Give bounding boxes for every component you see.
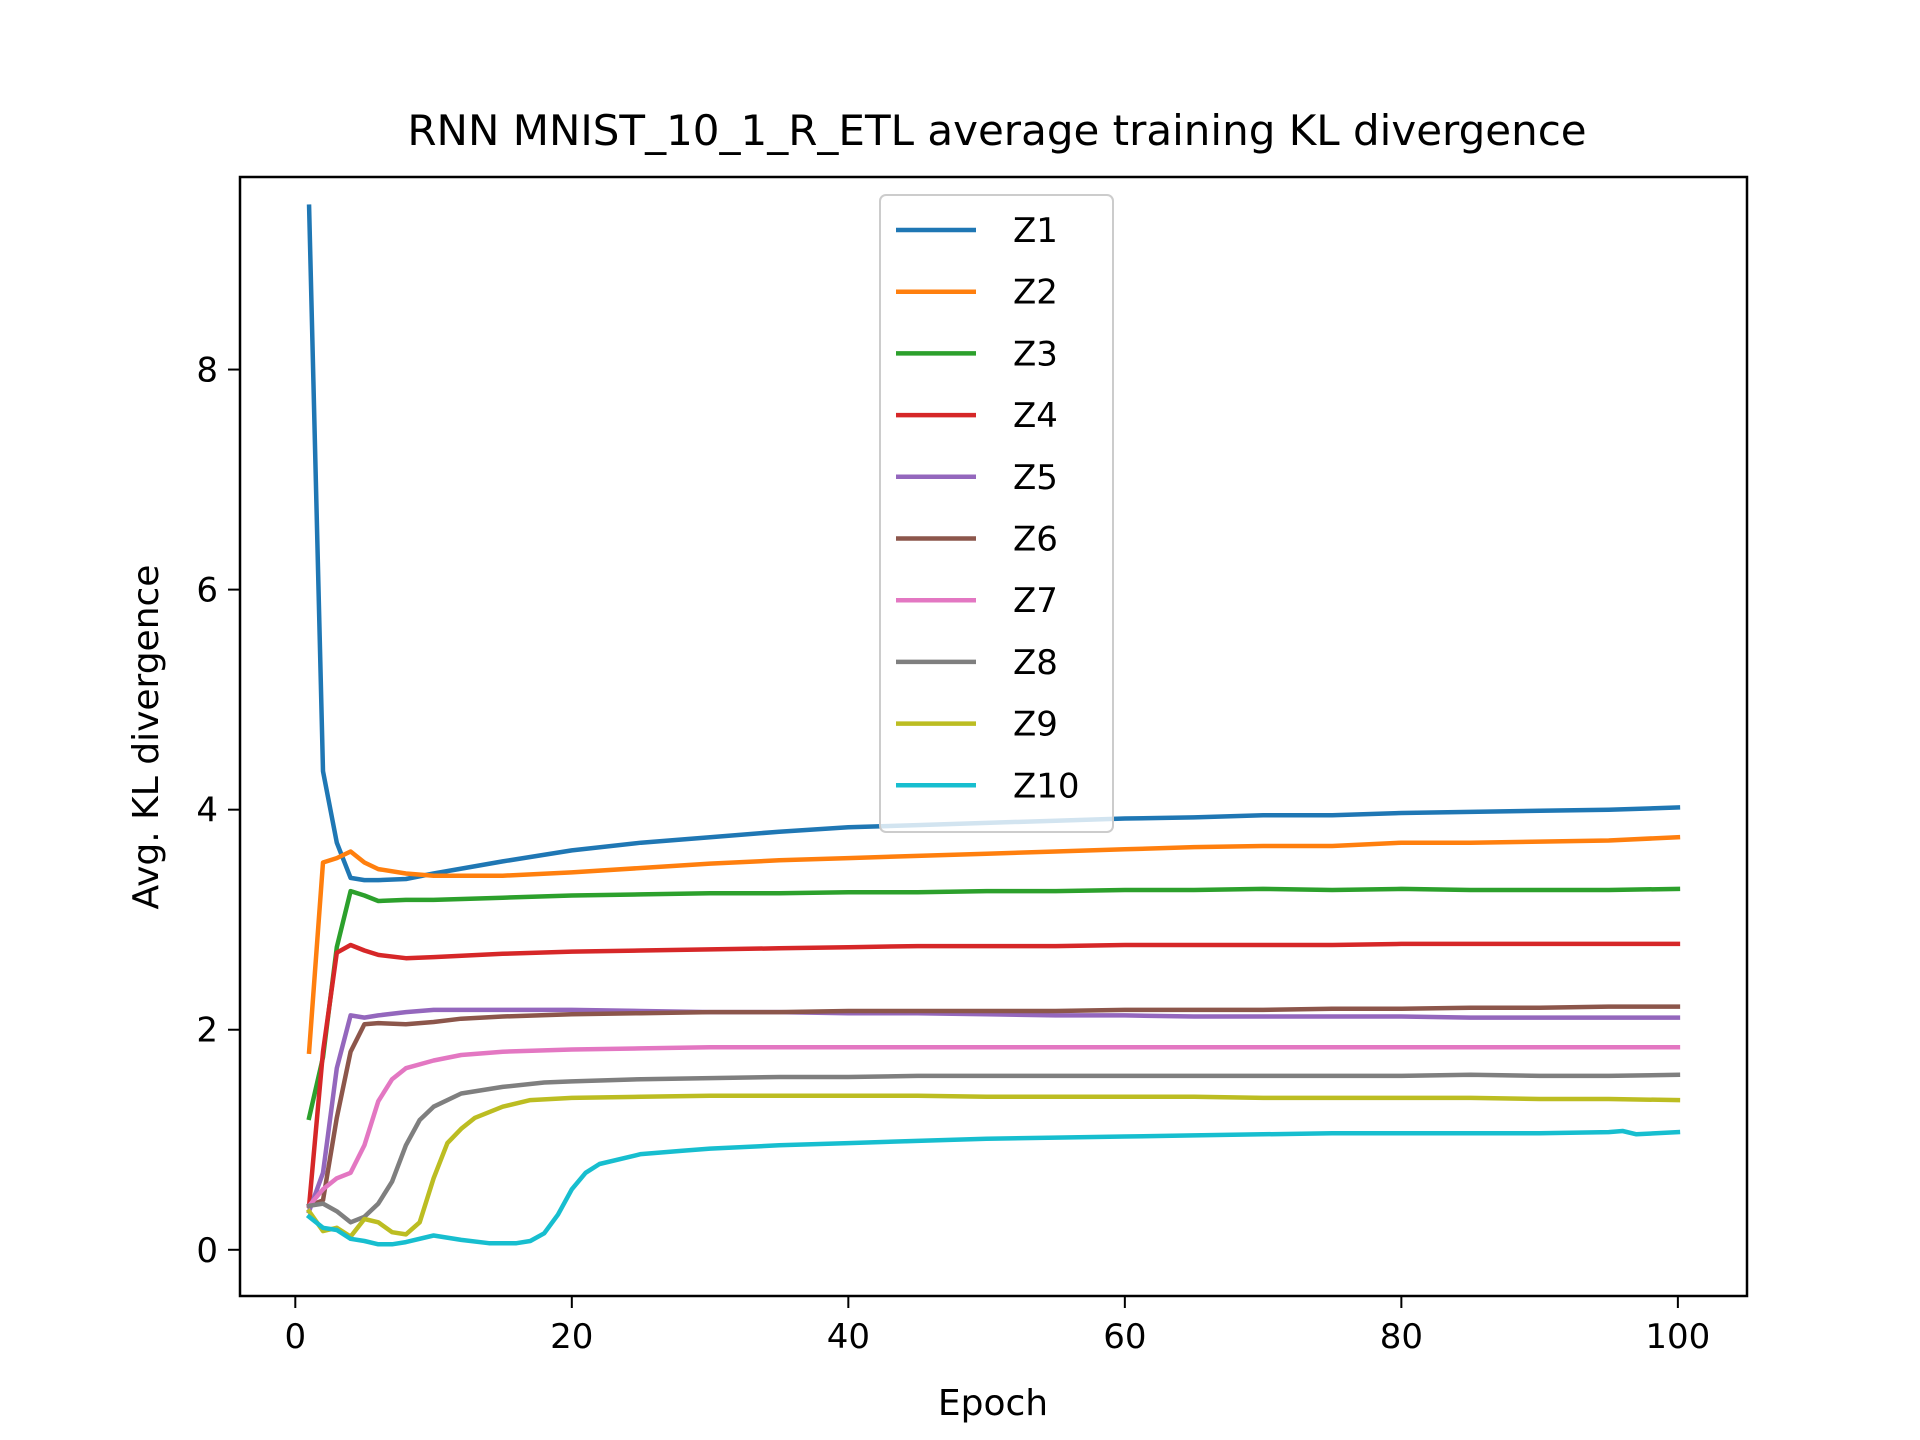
series-line-z10	[305, 1128, 1681, 1247]
y-tick-label: 4	[196, 791, 218, 831]
legend-label-z1: Z1	[1013, 211, 1058, 251]
legend-label-z5: Z5	[1013, 458, 1058, 498]
x-axis-label: Epoch	[938, 1383, 1048, 1424]
legend-label-z3: Z3	[1013, 334, 1058, 374]
series-layer	[305, 204, 1681, 1247]
y-axis: 0 2 4 6 8	[196, 351, 240, 1271]
series-line-z6	[306, 1004, 1681, 1209]
y-tick-label: 2	[196, 1011, 218, 1051]
x-tick-label: 0	[284, 1317, 306, 1357]
legend-label-z10: Z10	[1013, 766, 1080, 806]
y-axis-label: Avg. KL divergence	[126, 565, 167, 910]
y-tick-label: 0	[196, 1231, 218, 1271]
series-line-z7	[305, 1045, 1681, 1209]
legend: Z1 Z2 Z3 Z4 Z5 Z6 Z7 Z8 Z9 Z10	[879, 194, 1114, 833]
legend-label-z9: Z9	[1013, 705, 1058, 745]
series-line-z8	[306, 1072, 1681, 1225]
x-tick-label: 60	[1103, 1317, 1146, 1357]
series-line-z9	[305, 1093, 1681, 1239]
legend-label-z2: Z2	[1013, 273, 1058, 313]
legend-label-z4: Z4	[1013, 396, 1058, 436]
chart-title: RNN MNIST_10_1_R_ETL average training KL…	[407, 106, 1586, 155]
x-axis: 0 20 40 60 80 100	[284, 1296, 1710, 1357]
x-tick-label: 40	[827, 1317, 870, 1357]
x-tick-label: 100	[1645, 1317, 1710, 1357]
series-line-z2	[306, 834, 1681, 1055]
legend-label-z6: Z6	[1013, 520, 1058, 560]
x-tick-label: 80	[1380, 1317, 1423, 1357]
y-tick-label: 8	[196, 351, 218, 391]
legend-label-z8: Z8	[1013, 643, 1058, 683]
plot-frame	[238, 175, 1749, 1298]
series-line-z1	[306, 204, 1681, 883]
legend-label-z7: Z7	[1013, 581, 1058, 621]
series-line-z4	[306, 941, 1681, 1209]
series-line-z3	[306, 886, 1681, 1121]
y-tick-label: 6	[196, 571, 218, 611]
x-tick-label: 20	[550, 1317, 593, 1357]
